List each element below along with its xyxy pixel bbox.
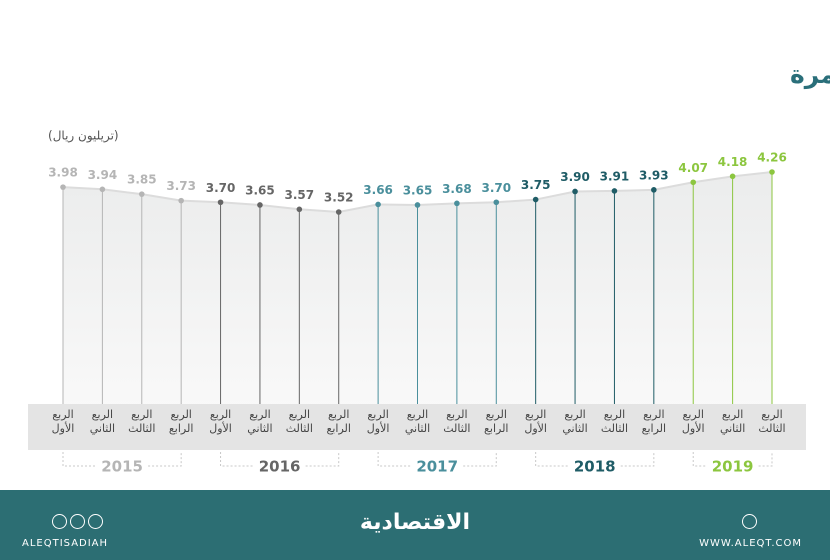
point (769, 169, 775, 175)
value-label: 3.75 (521, 178, 551, 192)
point (296, 206, 303, 213)
point (729, 173, 736, 180)
icon (742, 514, 757, 529)
point (335, 209, 342, 215)
quarter-label: الربع الأول (209, 408, 232, 435)
point (138, 191, 145, 197)
value-label: 3.65 (403, 183, 433, 197)
quarter-label: الربع الثالث (600, 408, 629, 435)
quarter-label: الربع الثالث (128, 408, 156, 435)
quarter-label: الربع الثاني (89, 408, 116, 435)
value-label: 3.90 (560, 170, 590, 184)
value-label: 3.93 (639, 168, 669, 182)
value-label: 3.68 (442, 182, 472, 196)
value-label: 3.73 (166, 179, 196, 193)
year-bracket (377, 452, 497, 467)
icon (88, 514, 103, 529)
quarter-label: الربع الثاني (719, 408, 746, 435)
year-bracket (535, 452, 655, 467)
value-label: 3.85 (127, 173, 157, 187)
value-label: 4.18 (718, 155, 748, 169)
year-bracket (62, 452, 182, 467)
point (651, 187, 657, 193)
chart: تطور الأصول السعودية المستثمرة (تريليون … (28, 59, 830, 476)
value-label: 3.66 (363, 183, 393, 197)
quarter-label: الربع الثالث (285, 408, 313, 435)
point (690, 179, 697, 186)
quarter-label: الربع الأول (51, 408, 75, 435)
website: WWW.ALEQT.COM (699, 538, 802, 549)
point (99, 186, 106, 193)
value-label: 3.70 (481, 181, 511, 195)
point (217, 199, 224, 206)
quarter-label: الربع الثاني (404, 408, 431, 435)
year-label: 2015 (101, 458, 143, 476)
quarter-label: الربع الأول (366, 408, 390, 435)
value-label: 3.94 (88, 168, 118, 182)
year-bracket (220, 452, 340, 467)
point (454, 200, 460, 207)
quarter-label: الربع الأول (681, 408, 705, 435)
quarter-label: الربع الرابع (168, 408, 194, 435)
handle: ALEQTISADIAH (22, 538, 109, 549)
year-label: 2017 (416, 458, 458, 476)
value-label: 3.98 (48, 166, 78, 180)
quarter-label: الربع الثالث (758, 408, 786, 435)
unit-label: (تريليون ريال) (48, 129, 119, 144)
icon (70, 514, 85, 529)
icon (52, 514, 67, 529)
quarter-label: الربع الرابع (641, 408, 667, 435)
quarter-label: الربع الثاني (562, 408, 588, 435)
value-label: 3.57 (285, 188, 315, 202)
point (257, 202, 263, 208)
year-bracket (692, 452, 773, 467)
point (60, 184, 66, 190)
footer: الاقتصادية ALEQTISADIAH WWW.ALEQT.COM (0, 490, 830, 560)
quarter-label: الربع الرابع (484, 408, 509, 435)
quarter-label: الربع الأول (524, 408, 547, 435)
label-band (28, 404, 806, 450)
point (532, 196, 539, 203)
value-label: 3.52 (324, 191, 354, 205)
year-label: 2018 (574, 458, 616, 476)
quarter-label: الربع الرابع (326, 408, 351, 435)
point (611, 188, 618, 194)
value-label: 4.26 (757, 151, 787, 165)
quarter-label: الربع الثاني (247, 408, 273, 435)
year-label: 2016 (259, 458, 301, 476)
point (375, 201, 381, 208)
chart-title: تطور الأصول السعودية المستثمرة (790, 59, 830, 90)
year-label: 2019 (712, 458, 754, 476)
logo: الاقتصادية (359, 510, 471, 535)
value-label: 4.07 (678, 161, 708, 175)
point (414, 202, 421, 208)
value-label: 3.70 (206, 181, 236, 195)
value-label: 3.91 (600, 169, 630, 183)
point (572, 188, 578, 195)
quarter-label: الربع الثالث (443, 408, 471, 435)
point (178, 197, 184, 204)
point (493, 199, 500, 206)
value-label: 3.65 (245, 183, 275, 197)
